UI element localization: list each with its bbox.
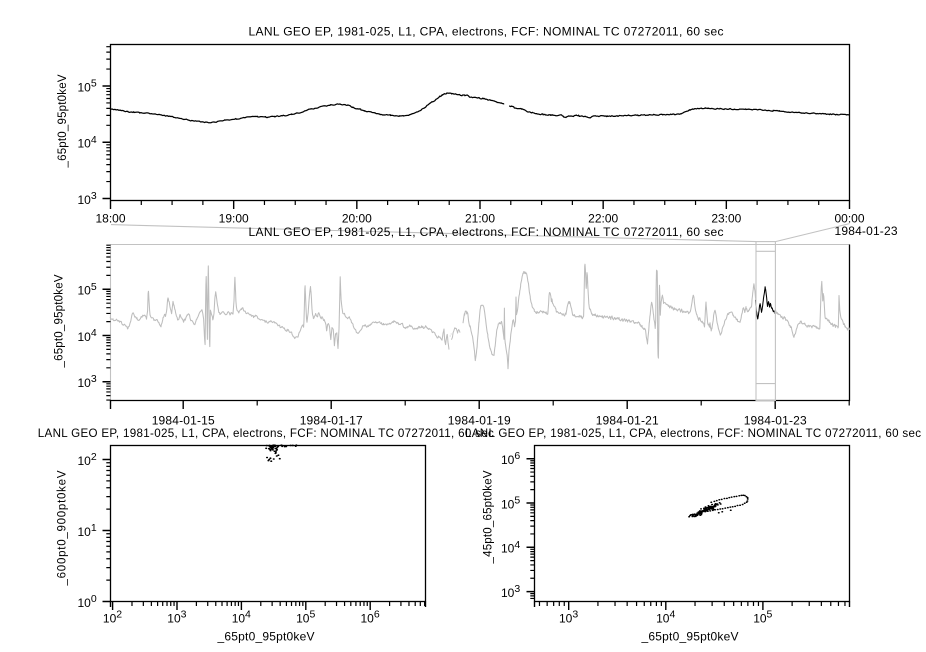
svg-text:23:00: 23:00 [711,212,741,226]
svg-text:LANL GEO EP, 1981-025, L1, CPA: LANL GEO EP, 1981-025, L1, CPA, electron… [249,25,724,39]
svg-text:18:00: 18:00 [95,212,125,226]
svg-text:_65pt0_95pt0keV: _65pt0_95pt0keV [217,629,315,643]
svg-text:1984-01-21: 1984-01-21 [596,413,659,427]
svg-text:_45pt0_65pt0keV: _45pt0_65pt0keV [483,470,495,564]
svg-text:_600pt0_900pt0keV: _600pt0_900pt0keV [57,470,69,586]
svg-text:1984-01-19: 1984-01-19 [448,413,511,427]
svg-text:LANL GEO EP, 1981-025, L1, CPA: LANL GEO EP, 1981-025, L1, CPA, electron… [38,427,494,440]
svg-text:LANL GEO EP, 1981-025, L1, CPA: LANL GEO EP, 1981-025, L1, CPA, electron… [249,225,724,239]
svg-text:00:00: 00:00 [834,212,864,226]
svg-text:20:00: 20:00 [342,212,372,226]
svg-text:_65pt0_95pt0keV: _65pt0_95pt0keV [641,629,739,643]
svg-text:21:00: 21:00 [465,212,495,226]
svg-text:1984-01-17: 1984-01-17 [300,413,363,427]
svg-text:1984-01-15: 1984-01-15 [152,413,215,427]
svg-text:22:00: 22:00 [588,212,618,226]
svg-text:1984-01-23: 1984-01-23 [744,413,807,427]
svg-text:_65pt0_95pt0keV: _65pt0_95pt0keV [54,274,66,368]
svg-text:19:00: 19:00 [219,212,249,226]
svg-text:LANL GEO EP, 1981-025, L1, CPA: LANL GEO EP, 1981-025, L1, CPA, electron… [465,427,921,440]
svg-text:_65pt0_95pt0keV: _65pt0_95pt0keV [57,74,69,168]
svg-text:1984-01-23: 1984-01-23 [835,224,898,238]
